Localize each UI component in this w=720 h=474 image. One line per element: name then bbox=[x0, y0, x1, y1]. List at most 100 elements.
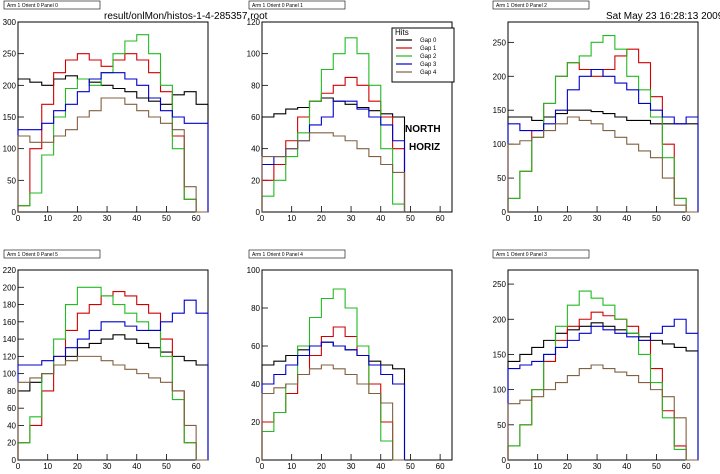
y-tick-label: 140 bbox=[3, 335, 17, 344]
series-gap-4 bbox=[507, 364, 698, 461]
panel-1: Arm 1 Orient 0 Panel 1 0 10 20 30 40 50 60 0 20 40… bbox=[247, 0, 453, 223]
x-tick-label: 40 bbox=[622, 462, 631, 471]
x-tick-label: 50 bbox=[406, 462, 415, 471]
y-tick-label: 100 bbox=[3, 370, 17, 379]
x-tick-label: 30 bbox=[103, 462, 112, 471]
y-tick-label: 150 bbox=[493, 106, 507, 115]
series-gap-3 bbox=[507, 68, 699, 212]
x-tick-label: 60 bbox=[682, 214, 691, 223]
panel-title: Arm 1 Orient 0 Panel 5 bbox=[7, 252, 58, 258]
x-tick-label: 40 bbox=[622, 214, 631, 223]
x-tick-label: 20 bbox=[317, 462, 326, 471]
annotation-horiz: HORIZ bbox=[409, 142, 440, 153]
panel-4: Arm 1 Orient 0 Panel 4 0 10 20 30 40 50 60 0 20 40… bbox=[247, 249, 453, 471]
y-tick-label: 100 bbox=[247, 266, 261, 275]
panel-title: Arm 1 Orient 0 Panel 1 bbox=[252, 3, 303, 9]
legend-title: Hits bbox=[395, 28, 409, 37]
y-tick-label: 60 bbox=[7, 404, 16, 413]
y-tick-label: 80 bbox=[251, 81, 260, 90]
y-tick-label: 150 bbox=[3, 113, 17, 122]
y-tick-label: 100 bbox=[493, 386, 507, 395]
x-tick-label: 40 bbox=[132, 214, 141, 223]
series-gap-4 bbox=[17, 97, 208, 213]
x-tick-label: 60 bbox=[436, 214, 445, 223]
panel-title-box bbox=[248, 249, 346, 259]
y-tick-label: 250 bbox=[493, 280, 507, 289]
legend-entry-label: Gap 0 bbox=[420, 38, 437, 44]
x-tick-label: 0 bbox=[16, 462, 21, 471]
x-tick-label: 0 bbox=[260, 462, 265, 471]
y-tick-label: 20 bbox=[251, 418, 260, 427]
panels: Arm 1 Orient 0 Panel 0 0 10 20 30 40 50 60 0 50 10… bbox=[3, 0, 699, 471]
x-tick-label: 10 bbox=[533, 214, 542, 223]
y-tick-label: 200 bbox=[493, 315, 507, 324]
legend: Hits Gap 0 Gap 1 Gap 2 Gap 3 Gap 4 bbox=[391, 27, 455, 83]
annotation-north: NORTH bbox=[405, 124, 441, 135]
y-tick-label: 0 bbox=[502, 208, 507, 217]
y-tick-label: 20 bbox=[251, 176, 260, 185]
series-gap-3 bbox=[261, 341, 406, 460]
y-tick-label: 100 bbox=[493, 140, 507, 149]
x-tick-label: 60 bbox=[192, 214, 201, 223]
x-tick-label: 10 bbox=[287, 214, 296, 223]
x-tick-label: 30 bbox=[347, 462, 356, 471]
series-gap-2 bbox=[507, 290, 698, 461]
x-tick-label: 60 bbox=[436, 462, 445, 471]
x-tick-label: 40 bbox=[132, 462, 141, 471]
y-tick-label: 160 bbox=[3, 318, 17, 327]
x-tick-label: 20 bbox=[317, 214, 326, 223]
filename-label: result/onlMon/histos-1-4-285357.root bbox=[104, 11, 268, 22]
legend-entry-label: Gap 2 bbox=[420, 54, 437, 60]
x-tick-label: 10 bbox=[287, 462, 296, 471]
x-tick-label: 40 bbox=[376, 214, 385, 223]
series-gap-0 bbox=[507, 109, 699, 212]
series-gap-3 bbox=[17, 72, 209, 212]
x-tick-label: 10 bbox=[43, 462, 52, 471]
x-tick-label: 40 bbox=[376, 462, 385, 471]
x-tick-label: 50 bbox=[162, 214, 171, 223]
x-tick-label: 30 bbox=[103, 214, 112, 223]
panel-0: Arm 1 Orient 0 Panel 0 0 10 20 30 40 50 60 0 50 10… bbox=[3, 0, 209, 223]
legend-entry-label: Gap 3 bbox=[420, 62, 437, 68]
y-tick-label: 200 bbox=[493, 72, 507, 81]
panel-title-box bbox=[3, 249, 101, 259]
y-tick-label: 40 bbox=[7, 421, 16, 430]
series-gap-4 bbox=[17, 355, 208, 461]
series-gap-0 bbox=[507, 322, 699, 460]
y-tick-label: 0 bbox=[256, 208, 261, 217]
y-tick-label: 0 bbox=[256, 456, 261, 465]
panel-title: Arm 1 Orient 0 Panel 2 bbox=[496, 3, 547, 9]
series-gap-3 bbox=[17, 299, 209, 460]
y-tick-label: 0 bbox=[12, 208, 17, 217]
legend-entries: Gap 0 Gap 1 Gap 2 Gap 3 Gap 4 bbox=[396, 38, 437, 76]
legend-entry-label: Gap 1 bbox=[420, 46, 437, 52]
y-tick-label: 100 bbox=[3, 145, 17, 154]
panel-2: Arm 1 Orient 0 Panel 2 0 10 20 30 40 50 60 0 50 10… bbox=[493, 0, 699, 223]
datetime-label: Sat May 23 16:28:13 2009 bbox=[606, 11, 720, 22]
y-tick-label: 150 bbox=[493, 350, 507, 359]
panel-3: Arm 1 Orient 0 Panel 5 0 10 20 30 40 50 60 0 20 40… bbox=[3, 249, 209, 471]
y-tick-label: 300 bbox=[3, 18, 17, 27]
y-tick-label: 40 bbox=[251, 145, 260, 154]
x-tick-label: 20 bbox=[73, 462, 82, 471]
x-tick-label: 60 bbox=[192, 462, 201, 471]
series-gap-0 bbox=[17, 75, 209, 212]
panel-title: Arm 1 Orient 0 Panel 3 bbox=[496, 252, 547, 258]
x-tick-label: 60 bbox=[682, 462, 691, 471]
x-tick-label: 50 bbox=[652, 214, 661, 223]
y-tick-label: 180 bbox=[3, 301, 17, 310]
x-tick-label: 30 bbox=[593, 462, 602, 471]
y-tick-label: 100 bbox=[247, 50, 261, 59]
series-gap-4 bbox=[261, 132, 406, 212]
y-tick-label: 50 bbox=[497, 174, 506, 183]
y-tick-label: 60 bbox=[251, 342, 260, 351]
x-tick-label: 0 bbox=[16, 214, 21, 223]
y-tick-label: 80 bbox=[7, 387, 16, 396]
x-tick-label: 0 bbox=[506, 462, 511, 471]
y-tick-label: 50 bbox=[497, 421, 506, 430]
series-gap-2 bbox=[261, 37, 406, 212]
x-tick-label: 50 bbox=[406, 214, 415, 223]
x-tick-label: 10 bbox=[533, 462, 542, 471]
